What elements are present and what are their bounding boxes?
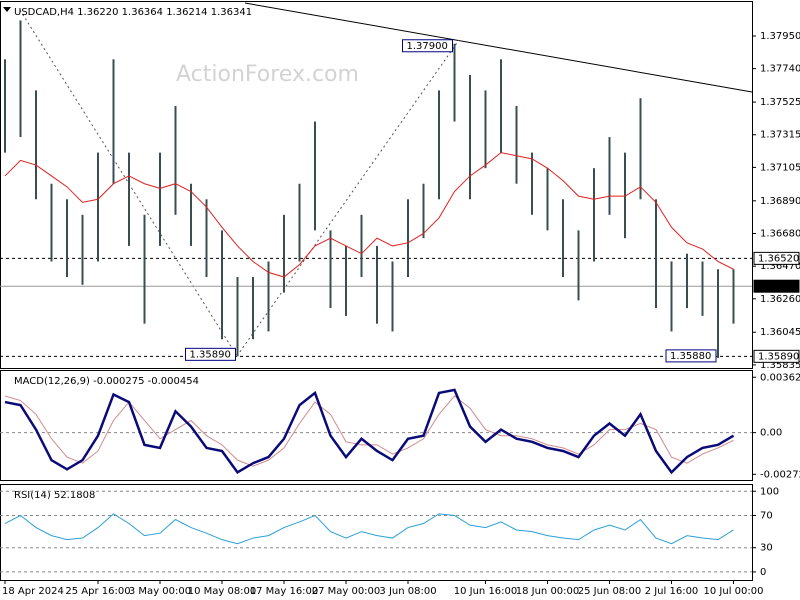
y-tick-label: 1.36260: [760, 294, 800, 305]
y-tick-label: 1.36680: [760, 228, 800, 239]
x-tick-label: 25 Apr 16:00: [65, 586, 130, 597]
y-tick-label: 1.37525: [760, 97, 800, 108]
x-tick-label: 18 Apr 2024: [2, 586, 64, 597]
y-tick-label: 1.37950: [760, 31, 800, 42]
annotation-box: [402, 39, 453, 53]
x-tick-label: 10 Jun 16:00: [454, 586, 518, 597]
wave-line: [19, 9, 238, 357]
y-tick-label: 1.35835: [760, 360, 800, 371]
annotation-box: [185, 347, 236, 361]
wave-line: [236, 39, 460, 357]
y-tick-label: 0: [760, 567, 766, 578]
annotation-label: 1.35880: [670, 351, 711, 362]
panel-frame: [0, 1, 753, 369]
y-tick-label: 1.37315: [760, 130, 800, 141]
y-tick-label: 1.37740: [760, 64, 800, 75]
level-label: 1.36341: [758, 281, 799, 292]
y-tick-label: 1.36045: [760, 327, 800, 338]
x-tick-label: 3 May 00:00: [129, 586, 191, 597]
panel-title: MACD(12,26,9) -0.000275 -0.000454: [14, 376, 199, 387]
level-label: 1.35890: [758, 351, 799, 362]
panel-frame: [0, 370, 753, 481]
y-tick-label: 0.003625: [760, 372, 800, 383]
x-tick-label: 2 Jul 16:00: [645, 586, 699, 597]
rsi-line: [4, 513, 734, 545]
moving-average: [4, 152, 734, 278]
annotation-label: 1.37900: [407, 41, 448, 52]
y-tick-label: 30: [760, 543, 773, 554]
x-tick-label: 17 May 16:00: [250, 586, 319, 597]
annotation-box: [665, 349, 717, 363]
x-tick-label: 3 Jun 08:00: [379, 586, 436, 597]
trend-line: [244, 2, 753, 93]
y-tick-label: 1.36890: [760, 196, 800, 207]
level-box: [753, 279, 800, 293]
panel-title: RSI(14) 52.1808: [14, 490, 95, 501]
level-label: 1.36520: [758, 253, 799, 264]
y-tick-label: 1.37105: [760, 162, 800, 173]
y-tick-label: 100: [760, 486, 779, 497]
macd-line: [4, 388, 735, 475]
title-arrow: [3, 7, 11, 12]
x-tick-label: 27 May 00:00: [312, 586, 381, 597]
x-tick-label: 18 Jun 00:00: [516, 586, 580, 597]
level-box: [753, 349, 800, 363]
x-tick-label: 10 May 08:00: [188, 586, 257, 597]
level-box: [753, 251, 800, 265]
annotation-label: 1.35890: [190, 349, 231, 360]
y-tick-label: -0.002728: [760, 469, 800, 480]
x-tick-label: 25 Jun 08:00: [578, 586, 642, 597]
y-tick-label: 70: [760, 510, 773, 521]
watermark: ActionForex.com: [176, 62, 359, 87]
panel-title: USDCAD,H4 1.36220 1.36364 1.36214 1.3634…: [14, 7, 252, 18]
x-tick-label: 10 Jul 00:00: [704, 586, 764, 597]
panel-frame: [0, 484, 753, 581]
macd-line: [4, 395, 734, 467]
y-tick-label: 0.00: [760, 428, 782, 439]
y-tick-label: 1.36470: [760, 261, 800, 272]
